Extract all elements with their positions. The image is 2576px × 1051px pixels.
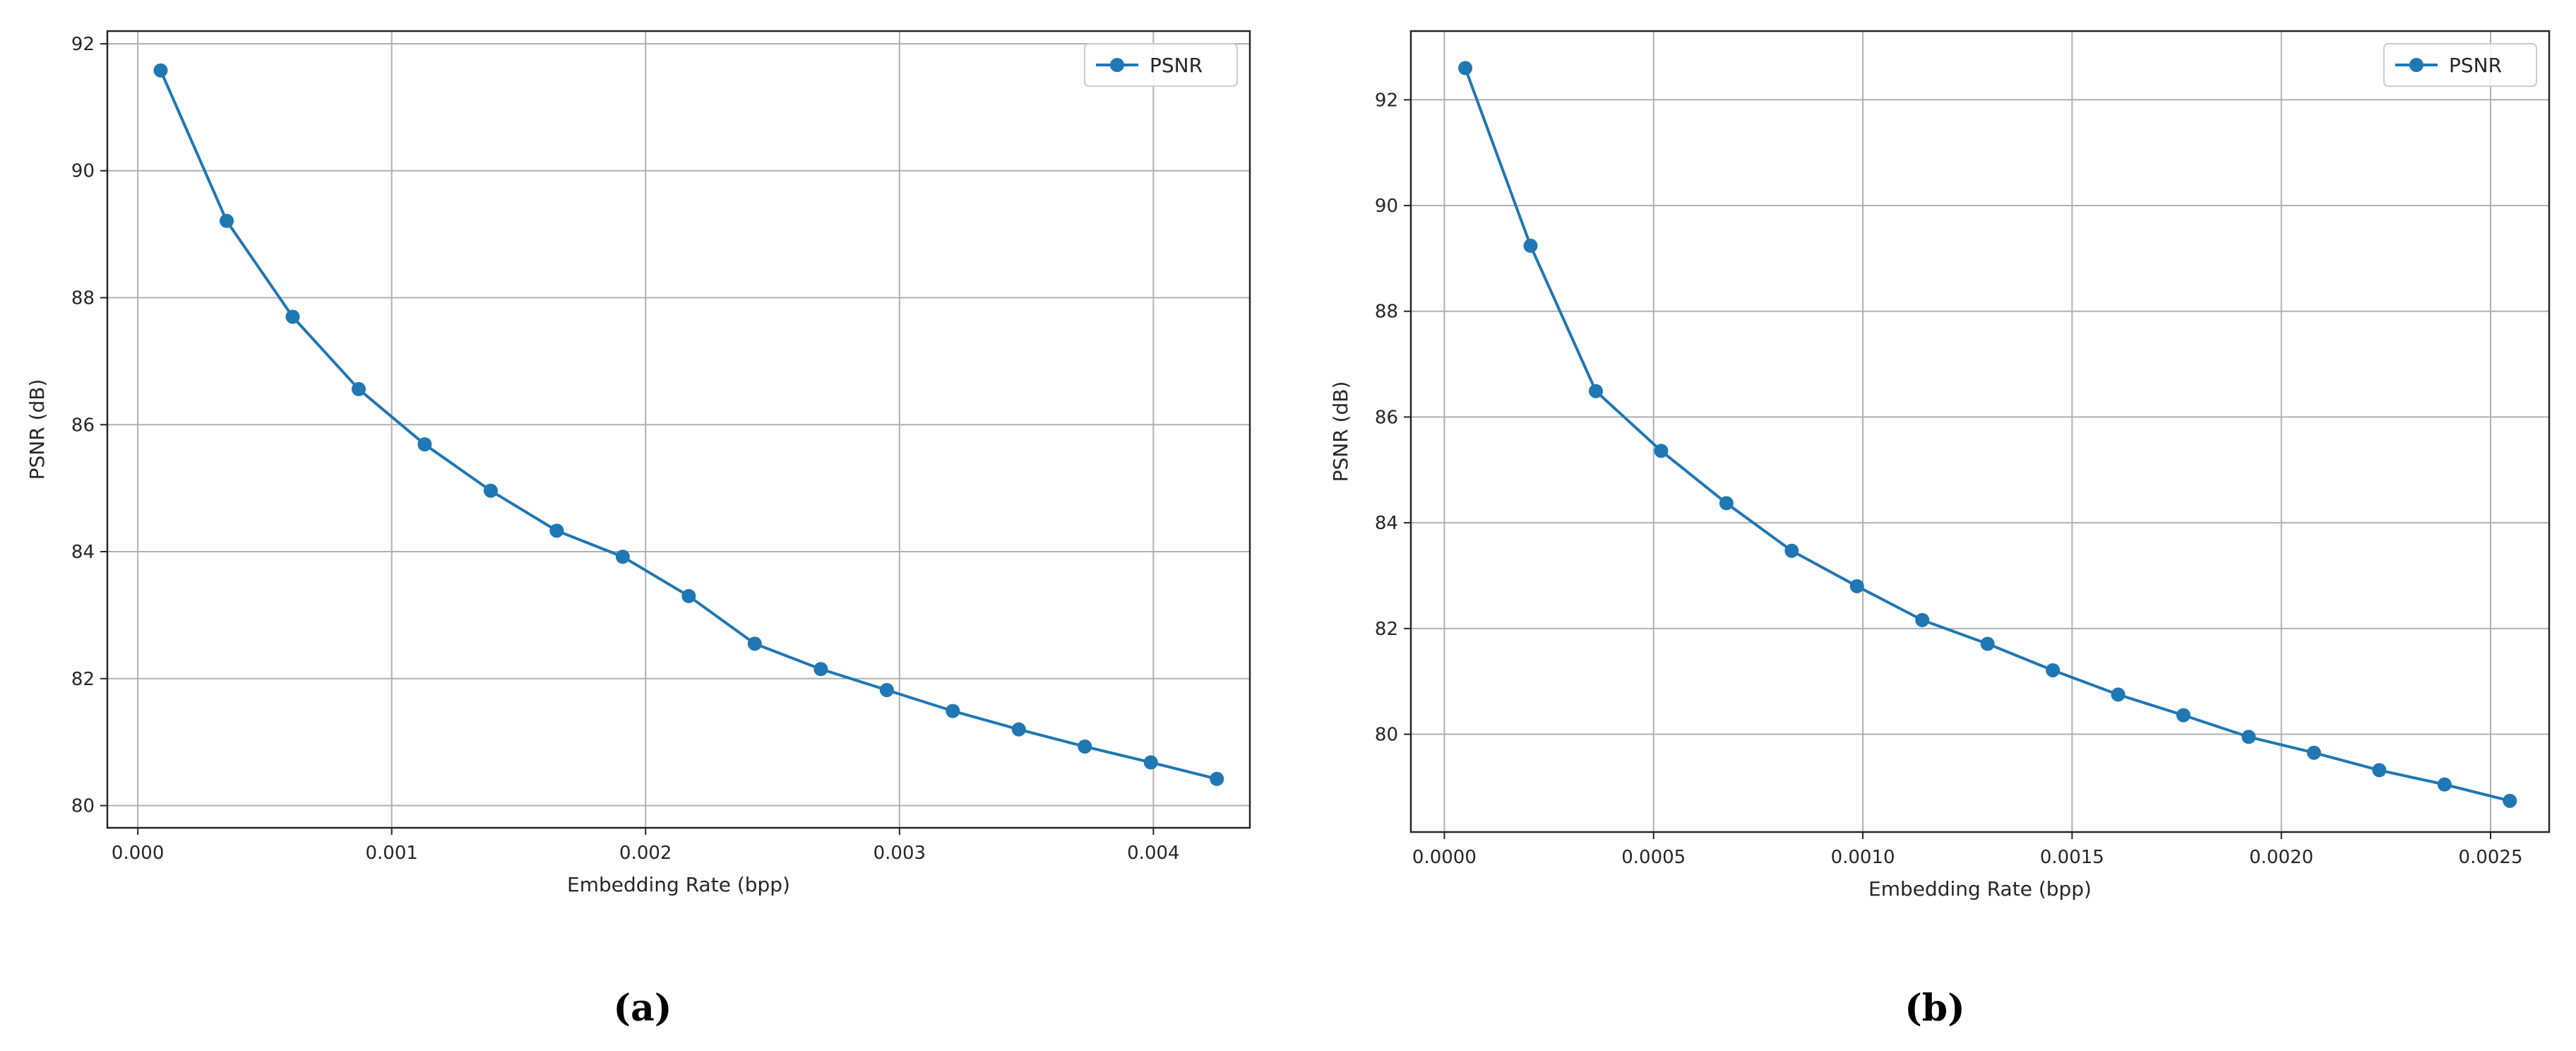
data-point bbox=[1980, 636, 1995, 651]
y-tick-label: 80 bbox=[71, 796, 95, 817]
legend-marker bbox=[1110, 58, 1124, 72]
data-point bbox=[681, 588, 696, 603]
data-point bbox=[549, 523, 564, 538]
subfigure-caption: (a) bbox=[614, 987, 672, 1030]
chart-b: 0.0000 0.0005 0.0010 0.0015 0.0020 0.0025 80 82… bbox=[1329, 30, 2551, 1030]
data-point bbox=[2503, 793, 2517, 808]
data-point bbox=[1143, 755, 1158, 770]
legend-box bbox=[1084, 43, 1238, 87]
plot-frame bbox=[1409, 30, 2551, 833]
data-point bbox=[1588, 384, 1603, 398]
legend-label: PSNR bbox=[2449, 54, 2502, 77]
data-point bbox=[1849, 578, 1864, 593]
data-point bbox=[483, 483, 498, 498]
y-tick-label: 86 bbox=[71, 415, 95, 436]
data-point bbox=[1458, 61, 1473, 76]
x-tick-label: 0.001 bbox=[365, 843, 417, 864]
series-line-psnr bbox=[1464, 67, 2510, 802]
y-tick-label: 90 bbox=[1375, 196, 1398, 217]
x-axis-label: Embedding Rate (bpp) bbox=[1868, 877, 2092, 901]
data-point bbox=[1915, 612, 1930, 627]
x-tick-label: 0.004 bbox=[1127, 843, 1179, 864]
x-tick-label: 0.000 bbox=[112, 843, 164, 864]
x-tick-label: 0.0000 bbox=[1412, 847, 1477, 868]
data-point bbox=[747, 636, 762, 651]
data-point bbox=[2046, 663, 2061, 677]
data-point bbox=[2437, 777, 2452, 792]
y-tick-label: 92 bbox=[71, 34, 95, 55]
chart-a: 0.000 0.001 0.002 0.003 0.004 80 82 84 86 88 90 92 E… bbox=[25, 30, 1251, 1030]
data-point bbox=[219, 213, 234, 228]
data-point bbox=[2372, 763, 2387, 778]
x-tick-label: 0.0005 bbox=[1621, 847, 1686, 868]
data-point bbox=[1523, 238, 1538, 253]
x-tick-label: 0.0010 bbox=[1831, 847, 1895, 868]
x-axis-label: Embedding Rate (bpp) bbox=[567, 873, 790, 896]
data-point bbox=[1078, 739, 1092, 754]
data-point bbox=[153, 63, 168, 78]
y-axis-label: PSNR (dB) bbox=[1329, 381, 1352, 482]
data-point bbox=[351, 381, 366, 396]
y-tick-label: 82 bbox=[71, 669, 95, 690]
data-point bbox=[2111, 687, 2125, 702]
data-point bbox=[813, 662, 828, 677]
data-point bbox=[2241, 730, 2256, 744]
x-tick-label: 0.003 bbox=[873, 843, 926, 864]
y-axis-label: PSNR (dB) bbox=[25, 379, 49, 480]
plot-frame bbox=[106, 30, 1251, 829]
data-point bbox=[615, 550, 630, 564]
y-tick-label: 86 bbox=[1375, 407, 1398, 428]
y-tick-label: 88 bbox=[71, 287, 95, 309]
legend-label: PSNR bbox=[1150, 54, 1203, 77]
y-tick-label: 84 bbox=[1375, 513, 1398, 534]
y-tick-label: 82 bbox=[1375, 619, 1398, 640]
data-point bbox=[879, 682, 894, 697]
data-point bbox=[417, 437, 432, 452]
data-point bbox=[946, 703, 960, 718]
data-point bbox=[285, 309, 300, 324]
x-tick-label: 0.0015 bbox=[2040, 847, 2104, 868]
legend-marker bbox=[2409, 58, 2423, 72]
data-point bbox=[1654, 444, 1669, 458]
y-tick-label: 92 bbox=[1375, 90, 1398, 111]
legend-box bbox=[2383, 43, 2537, 87]
y-tick-label: 90 bbox=[71, 161, 95, 182]
x-tick-label: 0.0025 bbox=[2459, 847, 2523, 868]
data-point bbox=[1719, 496, 1734, 511]
y-tick-label: 88 bbox=[1375, 302, 1398, 323]
data-point bbox=[2306, 745, 2321, 760]
data-point bbox=[2176, 708, 2191, 723]
y-tick-label: 84 bbox=[71, 542, 95, 563]
data-point bbox=[1011, 722, 1026, 737]
data-point bbox=[1210, 771, 1224, 786]
x-tick-label: 0.0020 bbox=[2249, 847, 2313, 868]
y-tick-label: 80 bbox=[1375, 725, 1398, 746]
x-tick-label: 0.002 bbox=[619, 843, 672, 864]
subfigure-caption: (b) bbox=[1904, 987, 1965, 1030]
data-point bbox=[1784, 543, 1799, 558]
